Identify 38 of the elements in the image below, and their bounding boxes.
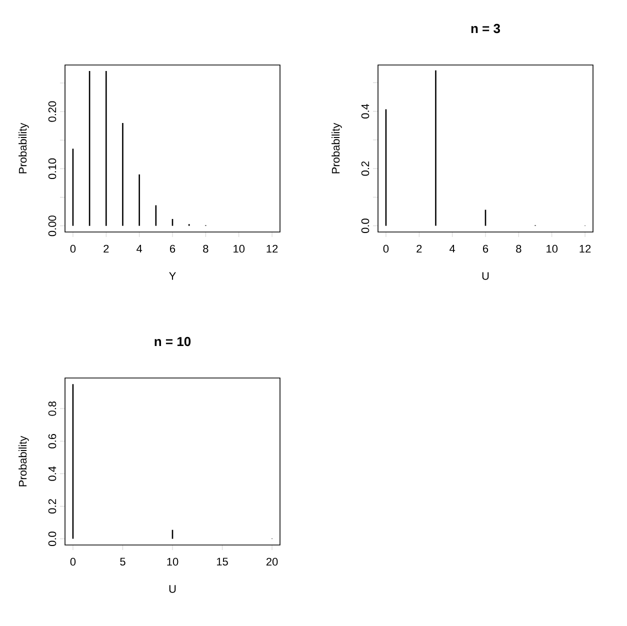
y-tick-label: 0.10 <box>48 158 56 179</box>
y-tick-label: 0.2 <box>361 161 370 176</box>
x-tick-label: 15 <box>216 558 228 566</box>
x-tick-label: 6 <box>483 244 488 253</box>
y-tick-label: 0.0 <box>48 532 56 546</box>
x-tick-label: 20 <box>266 558 278 566</box>
x-tick-label: 10 <box>167 558 178 566</box>
x-tick-label: 8 <box>203 244 208 253</box>
x-tick-label: 0 <box>70 558 76 566</box>
x-axis-title: U <box>169 585 176 593</box>
x-tick-label: 6 <box>170 244 176 253</box>
y-axis-title: Probability <box>332 122 342 174</box>
y-tick-label: 0.8 <box>48 401 56 416</box>
x-tick-label: 10 <box>546 244 558 253</box>
chart-title: n = 10 <box>154 336 191 346</box>
y-tick-label: 0.6 <box>48 434 56 448</box>
y-tick-label: 0.2 <box>48 499 56 514</box>
y-tick-label: 0.4 <box>48 466 56 481</box>
x-tick-label: 5 <box>120 558 126 566</box>
x-axis-title: Y <box>169 272 176 280</box>
x-tick-label: 0 <box>70 244 76 253</box>
x-tick-label: 2 <box>104 244 109 253</box>
y-tick-label: 0.4 <box>361 104 370 118</box>
chart-title: n = 3 <box>471 24 500 34</box>
x-tick-label: 0 <box>383 244 389 253</box>
x-tick-label: 2 <box>416 244 422 253</box>
x-tick-label: 4 <box>450 244 456 252</box>
x-tick-label: 12 <box>266 244 278 253</box>
x-tick-label: 8 <box>516 244 522 253</box>
y-tick-label: 0.20 <box>48 101 56 122</box>
x-axis-title: U <box>482 272 489 280</box>
y-axis-title: Probability <box>18 122 29 174</box>
y-tick-label: 0.00 <box>48 216 56 236</box>
y-tick-label: 0.0 <box>361 218 370 234</box>
y-axis-title: Probability <box>18 436 29 486</box>
x-tick-label: 10 <box>234 244 245 253</box>
x-tick-label: 4 <box>136 244 142 252</box>
x-tick-label: 12 <box>580 244 591 253</box>
